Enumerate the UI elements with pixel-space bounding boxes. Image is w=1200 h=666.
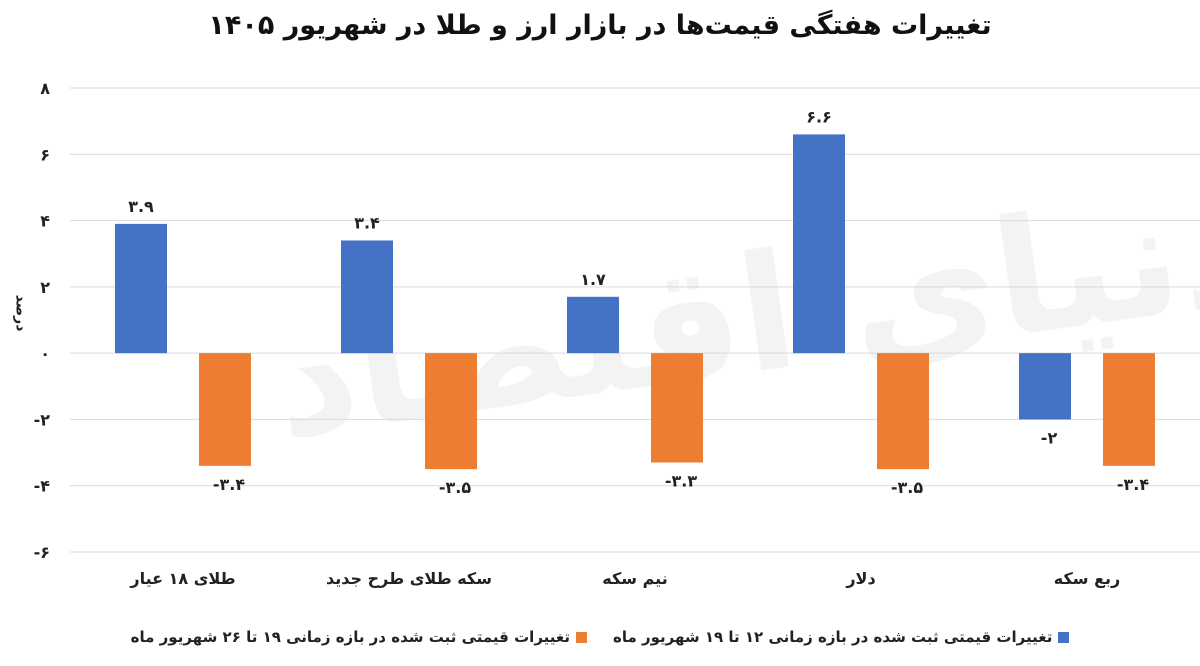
- bar: [341, 240, 393, 354]
- y-tick-label: ۲: [40, 278, 50, 297]
- y-tick-label: -۶: [34, 543, 50, 562]
- bar: [425, 353, 477, 470]
- y-tick-label: ۰: [40, 344, 50, 363]
- y-tick-label: ۴: [40, 212, 50, 231]
- chart-legend: تغییرات قیمتی ثبت شده در بازه زمانی ۱۲ ت…: [0, 628, 1200, 646]
- bar: [1019, 353, 1071, 420]
- data-label: -۲: [1041, 428, 1058, 447]
- category-label: سکه طلای طرح جدید: [326, 569, 492, 588]
- bar: [199, 353, 251, 466]
- bar: [793, 134, 845, 354]
- bar: [567, 296, 619, 354]
- bar: [1103, 353, 1155, 466]
- legend-swatch-series-2: [576, 631, 587, 643]
- y-tick-label: ۸: [40, 79, 50, 98]
- chart-title: تغییرات هفتگی قیمت‌ها در بازار ارز و طلا…: [208, 10, 992, 41]
- y-tick-label: ۶: [40, 145, 50, 164]
- legend-item-series-2: تغییرات قیمتی ثبت شده در بازه زمانی ۱۹ ت…: [131, 628, 587, 646]
- bar: [651, 353, 703, 463]
- data-label: ۳.۹: [128, 197, 154, 216]
- category-label: دلار: [845, 569, 875, 588]
- legend-swatch-series-1: [1058, 631, 1070, 643]
- legend-item-series-1: تغییرات قیمتی ثبت شده در بازه زمانی ۱۲ ت…: [613, 628, 1070, 646]
- legend-label-series-1: تغییرات قیمتی ثبت شده در بازه زمانی ۱۲ ت…: [613, 628, 1053, 646]
- category-label: طلای ۱۸ عیار: [129, 569, 235, 588]
- legend-label-series-2: تغییرات قیمتی ثبت شده در بازه زمانی ۱۹ ت…: [130, 628, 570, 646]
- category-label: ربع سکه: [1054, 569, 1120, 588]
- data-label: ۱.۷: [580, 270, 606, 289]
- category-label: نیم سکه: [602, 569, 667, 588]
- data-label: -۳.۵: [891, 478, 923, 497]
- data-label: -۳.۴: [213, 475, 245, 494]
- data-label: ۶.۶: [806, 107, 832, 126]
- y-tick-label: -۲: [34, 410, 51, 429]
- bar: [115, 223, 167, 354]
- y-tick-label: -۴: [34, 477, 51, 496]
- data-label: -۳.۵: [439, 478, 471, 497]
- bar: [877, 353, 929, 470]
- data-label: ۳.۴: [354, 213, 380, 232]
- data-label: -۳.۴: [1117, 475, 1149, 494]
- chart-plot: ۸ ۶ ۴ ۲ ۰ -۲ -۴ -۶ ۳.۹ -۳.۴ طلای ۱۸ عیار ۳.۴ -۳.۵ سکه…: [34, 79, 1200, 588]
- data-label: -۳.۳: [665, 472, 697, 491]
